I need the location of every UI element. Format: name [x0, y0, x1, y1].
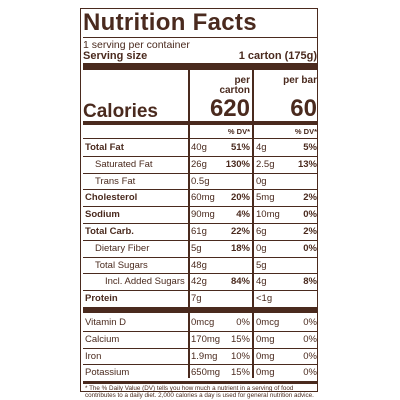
amount: 60mg — [191, 192, 215, 204]
amount: 6g — [256, 226, 267, 237]
amount: 0.5g — [191, 175, 210, 187]
daily-value: 0% — [303, 350, 317, 362]
daily-value: 0% — [303, 367, 317, 379]
amount: 650mg — [191, 367, 221, 379]
amount: 4g — [256, 142, 267, 153]
rule — [83, 37, 317, 38]
amount: 0g — [256, 175, 267, 187]
daily-value: 0% — [236, 317, 250, 328]
amount: 26g — [191, 158, 207, 170]
amount: 170mg — [191, 333, 221, 345]
serving-size-label: Serving size — [83, 50, 148, 62]
dv-heading: % DV* — [294, 127, 317, 136]
nutrient-name: Vitamin D — [85, 317, 127, 328]
nutrient-name: Cholesterol — [85, 192, 138, 204]
daily-value: 51% — [230, 142, 250, 153]
nutrient-name: Dietary Fiber — [95, 242, 150, 254]
calories-label: Calories — [83, 101, 158, 122]
daily-value: 15% — [230, 333, 250, 345]
nutrient-name: Trans Fat — [95, 175, 136, 187]
nutrient-name: Total Fat — [85, 142, 124, 153]
servings: 1 serving per container — [83, 39, 190, 51]
daily-value: 4% — [236, 209, 250, 221]
serving-size: 1 carton (175g) — [238, 50, 317, 62]
amount: 7g — [191, 293, 202, 305]
rule — [83, 256, 317, 258]
daily-value: 8% — [303, 276, 317, 288]
daily-value: 15% — [230, 367, 250, 379]
amount: 2.5g — [256, 158, 275, 170]
rule — [83, 364, 317, 366]
rule — [83, 121, 317, 125]
amount: 1.9mg — [191, 350, 218, 362]
amount: 48g — [191, 259, 207, 271]
rule — [83, 381, 317, 385]
daily-value: 22% — [230, 226, 250, 237]
calories-value: 620 — [209, 95, 250, 122]
daily-value: 20% — [230, 192, 250, 204]
nutrient-name: Protein — [85, 293, 118, 305]
nutrient-name: Potassium — [85, 367, 130, 379]
rule — [83, 155, 317, 157]
rule — [83, 223, 317, 224]
amount: 0mcg — [191, 317, 215, 328]
rule — [83, 307, 317, 313]
nutrient-name: Calcium — [85, 333, 120, 345]
title: Nutrition Facts — [83, 9, 257, 36]
calories-value: 60 — [290, 95, 317, 122]
rule — [252, 70, 254, 378]
daily-value: 0% — [303, 209, 317, 221]
nutrient-name: Total Sugars — [95, 259, 148, 271]
amount: 4g — [256, 276, 267, 288]
daily-value: 2% — [303, 192, 317, 204]
rule — [83, 189, 317, 191]
daily-value: 0% — [303, 317, 317, 328]
amount: 10mg — [256, 209, 280, 221]
amount: 0mcg — [256, 317, 280, 328]
daily-value: 5% — [303, 142, 317, 153]
daily-value: 84% — [230, 276, 250, 288]
daily-value: 2% — [303, 226, 317, 237]
amount: 5mg — [256, 192, 275, 204]
footnote: * The % Daily Value (DV) tells you how m… — [85, 385, 314, 400]
amount: 40g — [191, 142, 207, 153]
rule — [83, 330, 317, 332]
amount: 5g — [191, 242, 202, 254]
daily-value: 10% — [230, 350, 250, 362]
amount: 0mg — [256, 350, 275, 362]
nutrient-name: Iron — [85, 350, 102, 362]
column-heading: per carton — [219, 75, 250, 96]
rule — [83, 138, 317, 139]
daily-value: 0% — [303, 242, 317, 254]
daily-value: 130% — [225, 158, 250, 170]
rule — [83, 347, 317, 349]
dv-heading: % DV* — [227, 127, 250, 136]
amount: 0mg — [256, 333, 275, 345]
rule — [83, 206, 317, 208]
rule — [83, 239, 317, 241]
daily-value: 0% — [303, 333, 317, 345]
amount: 61g — [191, 226, 207, 237]
rule — [83, 290, 317, 292]
rule — [188, 70, 190, 378]
nutrition-label — [80, 8, 318, 392]
nutrient-name: Saturated Fat — [95, 158, 153, 170]
amount: 90mg — [191, 209, 215, 221]
daily-value: 13% — [297, 158, 317, 170]
nutrient-name: Incl. Added Sugars — [105, 276, 185, 288]
rule — [83, 273, 317, 275]
rule — [83, 172, 317, 174]
amount: 5g — [256, 259, 267, 271]
daily-value: 18% — [230, 242, 250, 254]
amount: 42g — [191, 276, 207, 288]
rule — [83, 63, 317, 70]
amount: <1g — [256, 293, 273, 305]
amount: 0mg — [256, 367, 275, 379]
nutrient-name: Total Carb. — [85, 226, 134, 237]
amount: 0g — [256, 242, 267, 254]
nutrient-name: Sodium — [85, 209, 120, 221]
column-heading: per bar — [283, 75, 317, 86]
